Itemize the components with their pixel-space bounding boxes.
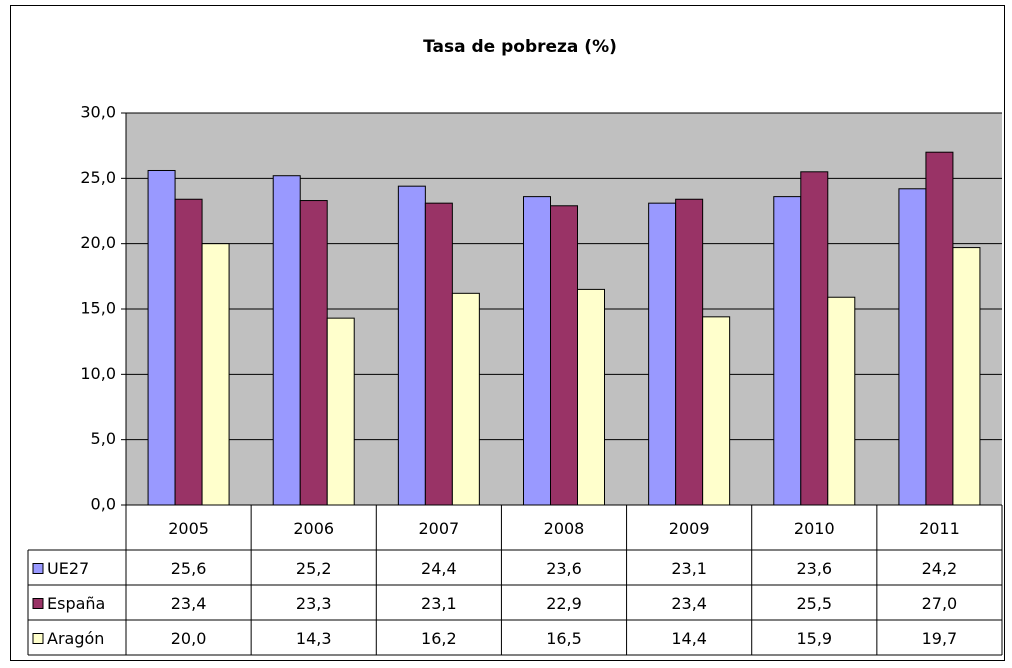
table-value: 19,7	[922, 629, 958, 648]
table-value: 22,9	[546, 594, 582, 613]
bar	[773, 196, 802, 506]
bar	[523, 196, 551, 506]
table-value: 27,0	[922, 594, 958, 613]
table-value: 15,9	[796, 629, 832, 648]
bar	[675, 198, 704, 506]
bar	[451, 292, 480, 506]
x-tick-label: 2005	[168, 519, 209, 538]
bar	[800, 171, 829, 506]
bar	[299, 200, 328, 506]
table-value: 16,2	[421, 629, 457, 648]
table-value: 25,6	[171, 559, 207, 578]
table-value: 23,6	[546, 559, 582, 578]
legend-label: Aragón	[47, 629, 104, 648]
table-value: 16,5	[546, 629, 582, 648]
table-value: 14,3	[296, 629, 332, 648]
bar	[272, 175, 301, 506]
legend-swatch	[32, 563, 44, 574]
x-tick-label: 2010	[794, 519, 835, 538]
table-value: 24,2	[922, 559, 958, 578]
bar	[952, 247, 981, 506]
x-tick-label: 2006	[293, 519, 334, 538]
table-value: 23,3	[296, 594, 332, 613]
y-tick-label: 30,0	[80, 103, 116, 122]
bar	[326, 317, 355, 506]
x-tick-label: 2009	[669, 519, 710, 538]
table-value: 25,2	[296, 559, 332, 578]
y-tick-label: 25,0	[80, 168, 116, 187]
y-tick-label: 0,0	[91, 495, 116, 514]
y-tick-label: 15,0	[80, 299, 116, 318]
bar	[648, 202, 677, 506]
bar	[550, 205, 578, 506]
table-value: 23,4	[171, 594, 207, 613]
table-value: 23,4	[671, 594, 707, 613]
table-value: 23,6	[796, 559, 832, 578]
x-tick-label: 2011	[919, 519, 960, 538]
table-value: 23,1	[671, 559, 707, 578]
bar	[702, 316, 731, 506]
legend-swatch	[32, 598, 44, 609]
legend-label: UE27	[47, 559, 89, 578]
table-value: 23,1	[421, 594, 457, 613]
y-tick-label: 10,0	[80, 364, 116, 383]
legend-swatch	[32, 633, 44, 644]
bar	[827, 296, 856, 506]
bar	[898, 188, 927, 506]
bar	[147, 169, 176, 506]
bar	[925, 151, 954, 506]
table-value: 20,0	[171, 629, 207, 648]
x-tick-label: 2008	[544, 519, 585, 538]
table-value: 25,5	[796, 594, 832, 613]
y-tick-label: 5,0	[91, 429, 116, 448]
chart-title: Tasa de pobreza (%)	[423, 37, 617, 57]
bar	[424, 202, 453, 506]
legend-label: España	[47, 594, 105, 613]
bar	[201, 243, 230, 506]
bar	[577, 288, 605, 506]
table-value: 14,4	[671, 629, 707, 648]
bar	[174, 198, 203, 506]
y-tick-label: 20,0	[80, 233, 116, 252]
x-tick-label: 2007	[418, 519, 459, 538]
bar	[397, 185, 426, 506]
table-value: 24,4	[421, 559, 457, 578]
